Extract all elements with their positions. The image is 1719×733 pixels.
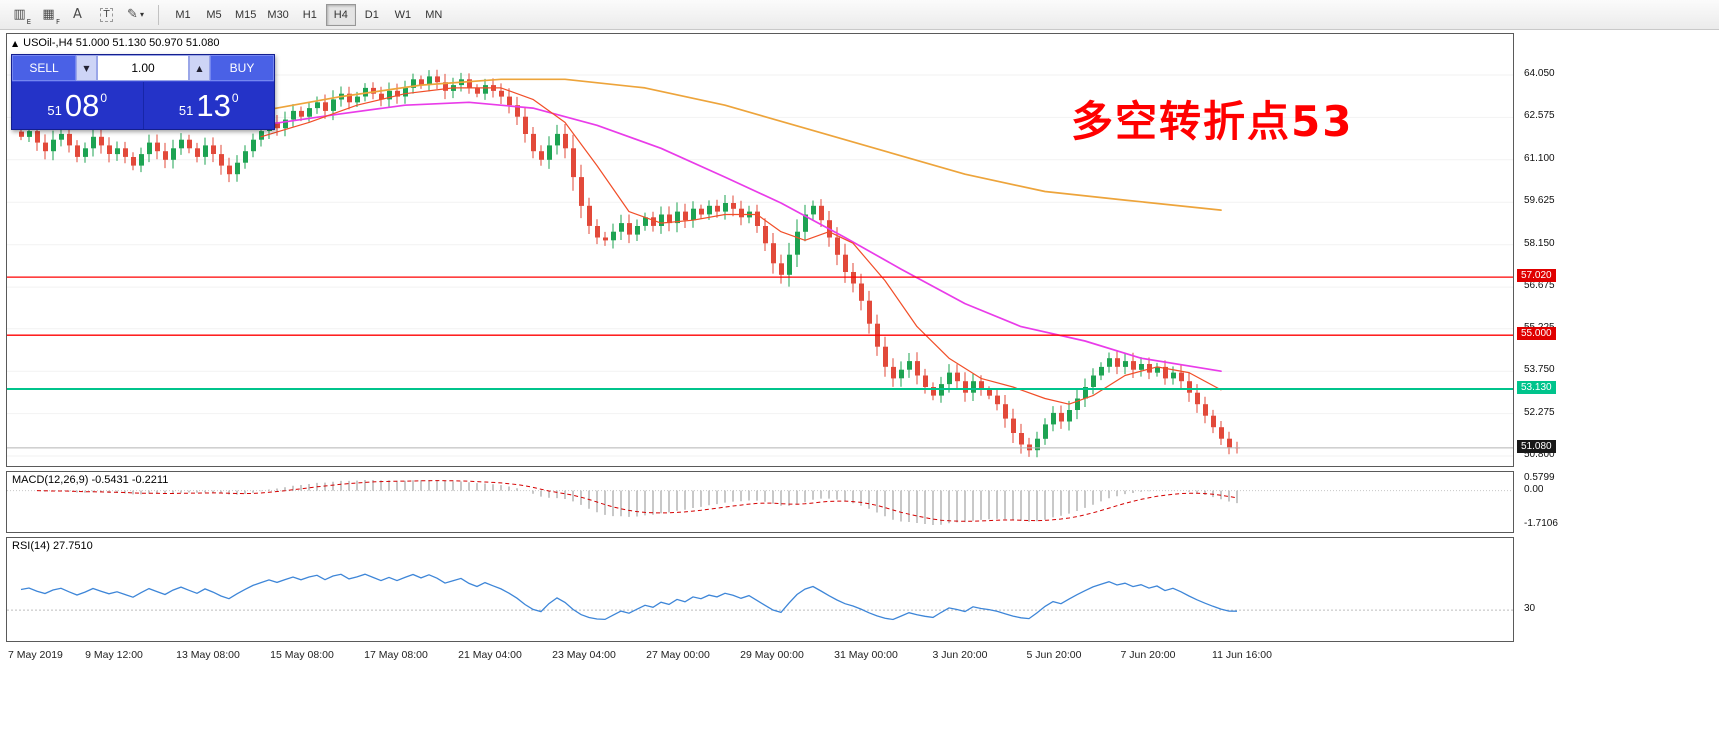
orange-ma-line xyxy=(260,78,1222,211)
font-icon[interactable]: A xyxy=(64,3,91,27)
time-axis[interactable]: 7 May 2019 9 May 12:00 13 May 08:00 15 May … xyxy=(6,646,1514,666)
macd-label: MACD(12,26,9) -0.5431 -0.2211 xyxy=(12,474,169,486)
trade-controls-row: SELL ▼ ▲ BUY xyxy=(12,55,274,81)
magenta-ma-line xyxy=(260,101,1222,373)
macd-axis-label: 0.5799 xyxy=(1524,472,1555,483)
timeframe-button-mn[interactable]: MN xyxy=(419,4,449,26)
timeframe-button-h4[interactable]: H4 xyxy=(325,3,356,26)
price-tag: 51.080 xyxy=(1517,439,1556,453)
rsi-panel[interactable]: RSI(14) 27.7510 xyxy=(6,537,1514,642)
buy-price-sup: 0 xyxy=(231,90,239,105)
axis-price-label: 52.275 xyxy=(1524,406,1555,418)
macd-axis-label: -1.7106 xyxy=(1524,518,1558,529)
price-tag: 53.130 xyxy=(1517,381,1556,394)
time-axis-label: 17 May 08:00 xyxy=(364,649,428,661)
one-click-trade-panel: SELL ▼ ▲ BUY 51 08 0 51 13 0 xyxy=(11,54,275,130)
macd-chart[interactable] xyxy=(7,472,1513,532)
trade-prices-row: 51 08 0 51 13 0 xyxy=(12,81,274,129)
axis-price-label: 62.575 xyxy=(1524,110,1555,122)
sell-price-prefix: 51 xyxy=(47,103,62,118)
axis-price-label: 53.750 xyxy=(1524,364,1555,376)
time-axis-label: 23 May 04:00 xyxy=(552,649,616,661)
time-axis-label: 27 May 00:00 xyxy=(646,649,710,661)
toolbar-icon-group: ▥ E ▦ F A T ✎ ▾ xyxy=(6,3,149,27)
main-toolbar: ▥ E ▦ F A T ✎ ▾ M1 M5 M15 M30 H1 H4 D1 W1 MN xyxy=(0,0,1719,30)
axis-price-label: 50.800 xyxy=(1524,449,1555,460)
time-axis-label: 13 May 08:00 xyxy=(176,649,240,661)
sell-price-display[interactable]: 51 08 0 xyxy=(12,82,144,129)
time-axis-label: 21 May 04:00 xyxy=(458,649,522,661)
candlestick-chart-icon[interactable]: ▥ E xyxy=(6,3,33,27)
axis-price-label: 64.050 xyxy=(1524,68,1555,79)
price-tag: 55.000 xyxy=(1517,327,1556,341)
symbol-ohlc-text: USOil-,H4 51.000 51.130 50.970 51.080 xyxy=(23,37,220,49)
time-axis-label: 7 May 2019 xyxy=(8,649,63,661)
timeframe-button-h1[interactable]: H1 xyxy=(295,4,325,26)
axis-price-label: 61.100 xyxy=(1524,152,1555,164)
time-axis-label: 3 Jun 20:00 xyxy=(932,649,988,661)
buy-price-prefix: 51 xyxy=(178,103,194,118)
tile-windows-icon[interactable]: ▦ F xyxy=(35,3,62,27)
rsi-label: RSI(14) 27.7510 xyxy=(12,540,93,552)
colors-icon[interactable]: ✎ ▾ xyxy=(122,3,149,27)
buy-price-display[interactable]: 51 13 0 xyxy=(144,82,275,129)
axis-price-label: 59.625 xyxy=(1524,195,1555,207)
timeframe-button-m15[interactable]: M15 xyxy=(230,4,261,26)
rsi-axis-label: 30 xyxy=(1524,603,1536,615)
buy-button[interactable]: BUY xyxy=(210,55,274,81)
time-axis-label: 29 May 00:00 xyxy=(740,649,804,661)
price-axis[interactable]: 64.05062.57561.10059.62558.15056.67555.2… xyxy=(1515,0,1719,733)
timeframe-button-m5[interactable]: M5 xyxy=(199,4,229,26)
time-axis-label: 11 Jun 16:00 xyxy=(1212,649,1272,661)
time-axis-label: 7 Jun 20:00 xyxy=(1120,649,1176,661)
buy-price-main: 13 xyxy=(196,88,231,123)
axis-price-label: 56.675 xyxy=(1524,280,1555,292)
collapse-triangle-icon[interactable]: ▲ xyxy=(12,38,19,48)
timeframe-button-m30[interactable]: M30 xyxy=(262,4,293,26)
timeframe-group: M1 M5 M15 M30 H1 H4 D1 W1 MN xyxy=(168,3,449,26)
timeframe-button-w1[interactable]: W1 xyxy=(388,4,418,26)
time-axis-label: 9 May 12:00 xyxy=(85,649,143,661)
volume-down-button[interactable]: ▼ xyxy=(76,55,97,81)
toolbar-separator xyxy=(158,4,159,25)
sell-button[interactable]: SELL xyxy=(12,55,76,81)
macd-histogram xyxy=(36,480,1238,525)
symbol-ohlc-bar: ▲ USOil-,H4 51.000 51.130 50.970 51.080 xyxy=(12,37,219,49)
price-tag: 57.020 xyxy=(1517,269,1556,283)
text-label-icon[interactable]: T xyxy=(93,3,120,27)
candles-layer xyxy=(19,69,1240,458)
macd-axis-label: 0.00 xyxy=(1524,483,1544,495)
time-axis-label: 5 Jun 20:00 xyxy=(1026,649,1082,661)
volume-up-button[interactable]: ▲ xyxy=(189,55,210,81)
rsi-line xyxy=(20,573,1238,621)
timeframe-button-d1[interactable]: D1 xyxy=(357,4,387,26)
rsi-chart[interactable] xyxy=(7,538,1513,641)
sell-price-main: 08 xyxy=(64,88,100,123)
time-axis-label: 31 May 00:00 xyxy=(834,649,898,661)
candlestick-chart[interactable] xyxy=(7,34,1513,466)
time-axis-label: 15 May 08:00 xyxy=(270,649,334,661)
price-chart-panel[interactable]: ▲ USOil-,H4 51.000 51.130 50.970 51.080 … xyxy=(6,33,1514,467)
sell-price-sup: 0 xyxy=(100,90,108,105)
timeframe-button-m1[interactable]: M1 xyxy=(168,4,198,26)
macd-panel[interactable]: MACD(12,26,9) -0.5431 -0.2211 xyxy=(6,471,1514,533)
volume-input[interactable] xyxy=(97,55,189,81)
macd-signal-line xyxy=(36,480,1238,522)
red-ma-line xyxy=(260,87,1222,405)
chart-annotation-text: 多空转折点53 xyxy=(1071,97,1354,146)
axis-price-label: 58.150 xyxy=(1524,237,1555,249)
